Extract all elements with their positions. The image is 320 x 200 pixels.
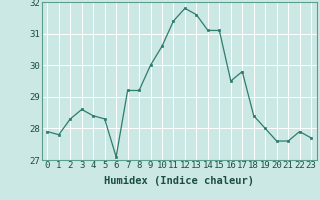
X-axis label: Humidex (Indice chaleur): Humidex (Indice chaleur) bbox=[104, 176, 254, 186]
